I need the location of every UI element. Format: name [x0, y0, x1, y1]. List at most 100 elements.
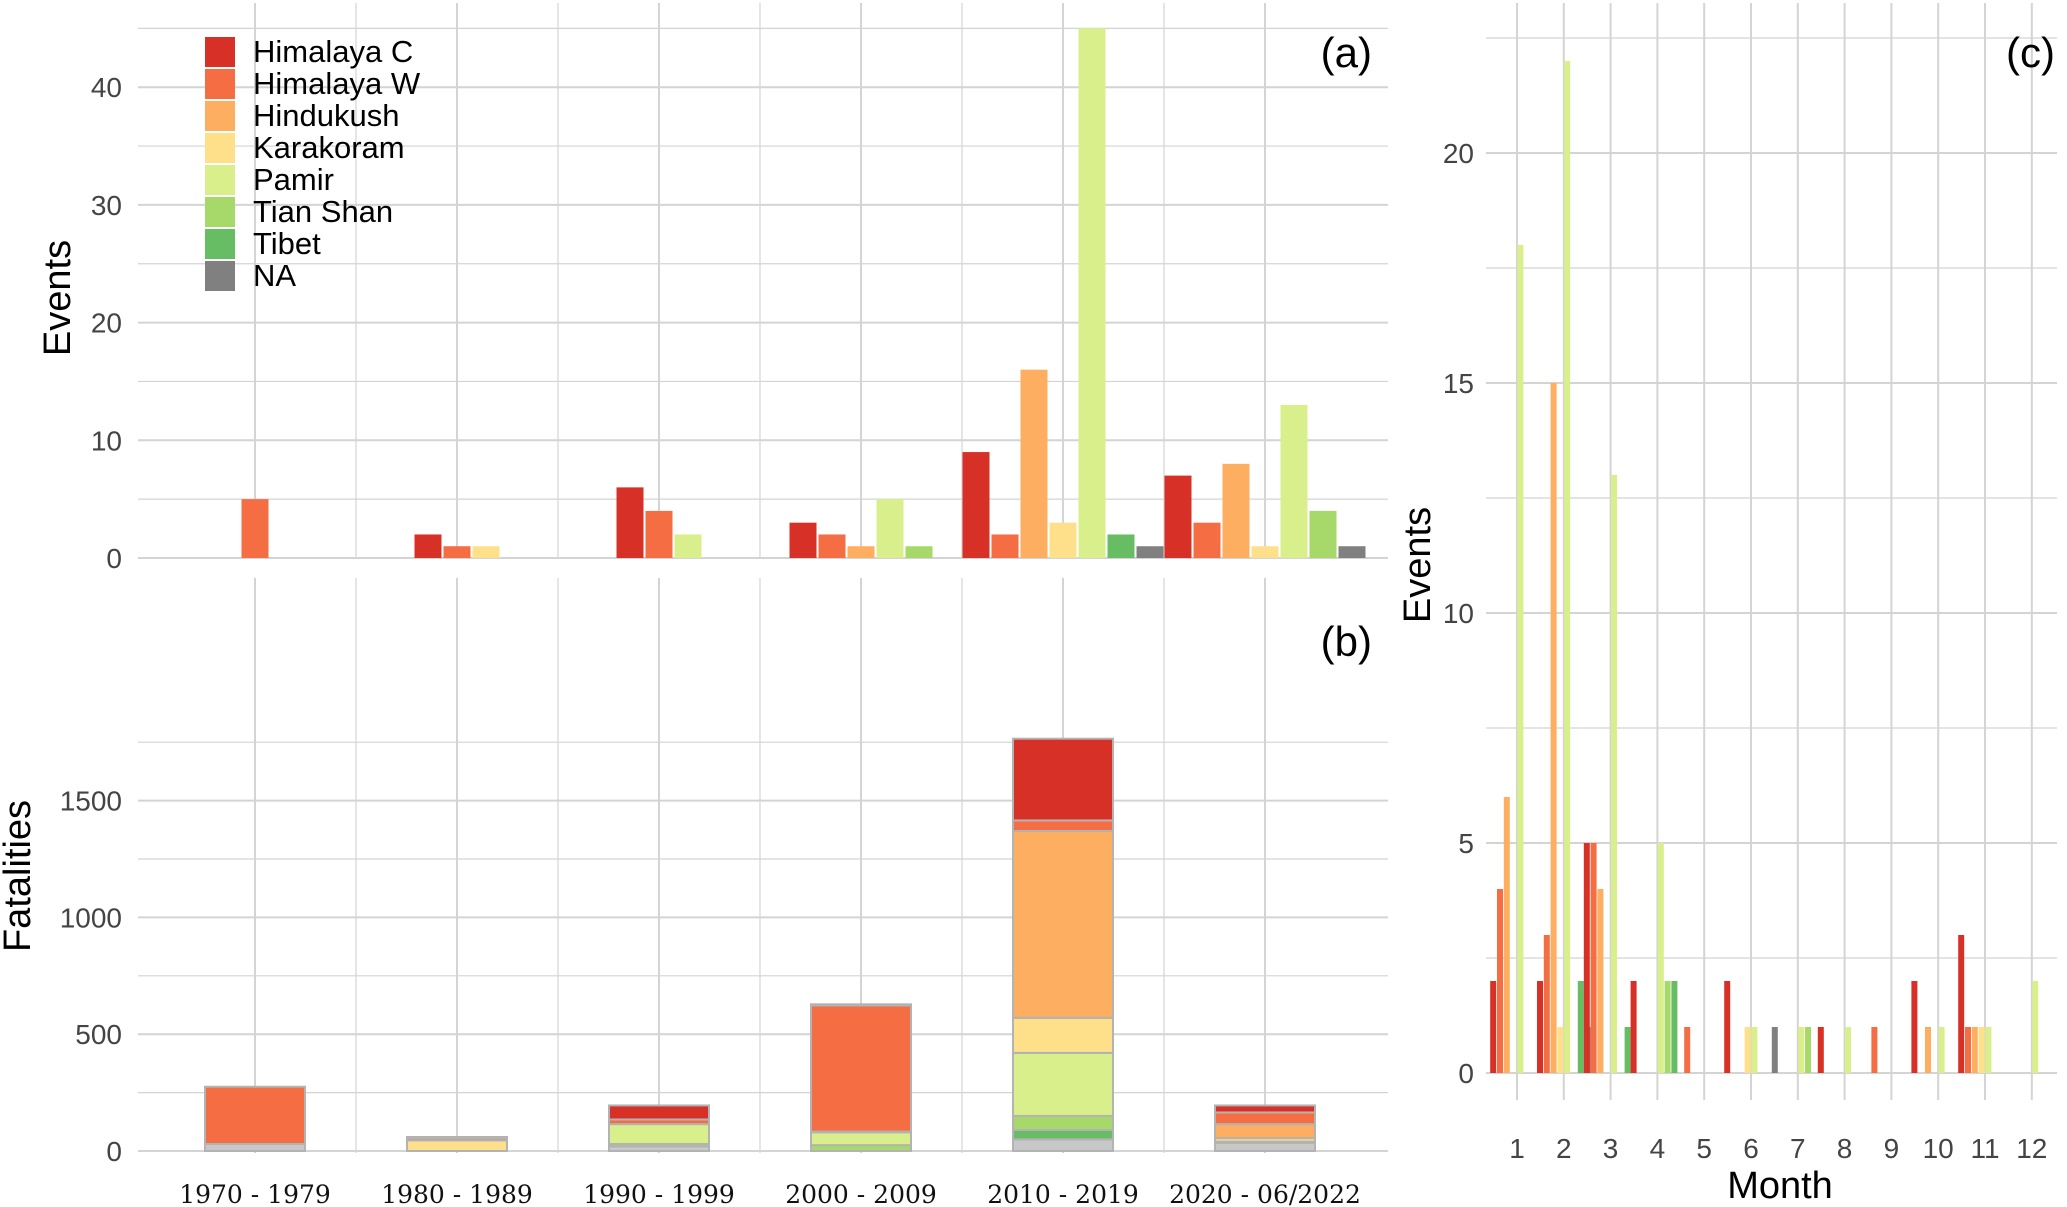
- x-tick-label: 12: [2016, 1133, 2047, 1164]
- bar-tian-shan-month-4: [1664, 981, 1671, 1073]
- bar-hindukush-month-2: [1550, 383, 1557, 1073]
- bar-pamir-month-4: [1657, 843, 1664, 1073]
- panel-c-y-tick-labels: 0 5 10 15 20: [1443, 138, 1474, 1089]
- bar-himalaya-c-1990-1999: [616, 487, 644, 558]
- x-tick-label: 1970 - 1979: [179, 1180, 331, 1207]
- bar-pamir-month-3: [1611, 475, 1617, 1073]
- legend-key-hindukush: [205, 101, 235, 131]
- stack-na-2010-2019: [1012, 1138, 1114, 1152]
- panel-a-y-tick-labels: 0 10 20 30 40: [91, 72, 122, 574]
- bar-himalaya-w-1990-1999: [645, 510, 673, 558]
- bar-hindukush-month-1: [1503, 797, 1510, 1073]
- bar-himalaya-c-month-3: [1583, 843, 1590, 1073]
- y-tick-label: 5: [1458, 828, 1474, 859]
- stack-himalaya-c-1980-1989: [406, 1135, 508, 1140]
- bar-himalaya-w-1980-1989: [443, 546, 471, 558]
- bar-tibet-month-2: [1577, 981, 1584, 1073]
- bar-himalaya-w-2020-06-2022: [1193, 522, 1221, 558]
- bar-hindukush-month-11: [1971, 1027, 1978, 1073]
- stack-pamir-2010-2019: [1012, 1051, 1114, 1117]
- stack-himalaya-c-1990-1999: [608, 1104, 710, 1121]
- panel-c-x-tick-labels: 1 2 3 4 5 6 7 8 9 10 11 12: [1509, 1133, 2047, 1164]
- bar-hindukush-2000-2009: [847, 546, 875, 558]
- legend-key-himalaya-c: [205, 37, 235, 67]
- bar-pamir-month-11: [1985, 1027, 1992, 1073]
- bar-tian-shan-2000-2009: [905, 546, 933, 558]
- stack-karakoram-1980-1989: [406, 1139, 508, 1153]
- bar-pamir-month-1: [1517, 245, 1524, 1073]
- panel-b-fatalities-by-decade: 0 500 1000 1500 1970 - 1979 1980 - 1989 1990 …: [0, 578, 1388, 1207]
- legend-key-pamir: [205, 165, 235, 195]
- bar-tian-shan-2020-06-2022: [1309, 510, 1337, 558]
- y-tick-label: 20: [91, 308, 122, 339]
- bar-himalaya-w-month-3: [1590, 843, 1597, 1073]
- y-tick-label: 30: [91, 190, 122, 221]
- legend-label-pamir: Pamir: [253, 162, 334, 197]
- stack-na-1970-1979: [204, 1142, 306, 1152]
- bar-pamir-month-12: [2032, 981, 2039, 1073]
- bar-himalaya-c-1980-1989: [414, 534, 442, 558]
- x-tick-label: 1990 - 1999: [583, 1180, 735, 1207]
- bar-karakoram-month-2: [1557, 1027, 1564, 1073]
- x-tick-label: 2000 - 2009: [785, 1180, 937, 1207]
- panel-b-grid: [138, 578, 1388, 1153]
- legend-key-tian-shan: [205, 197, 235, 227]
- legend-key-himalaya-w: [205, 69, 235, 99]
- legend-key-na: [205, 261, 235, 291]
- y-tick-label: 0: [106, 543, 122, 574]
- bar-pamir-month-2: [1564, 61, 1571, 1073]
- legend-label-tian-shan: Tian Shan: [253, 194, 393, 229]
- bar-himalaya-w-2000-2009: [818, 534, 846, 558]
- stack-pamir-1990-1999: [608, 1123, 710, 1145]
- x-tick-label: 5: [1696, 1133, 1712, 1164]
- bar-himalaya-c-2020-06-2022: [1164, 475, 1192, 558]
- bar-himalaya-c-month-1: [1490, 981, 1497, 1073]
- bar-pamir-month-8: [1845, 1027, 1851, 1073]
- bar-pamir-2020-06-2022: [1280, 404, 1308, 558]
- bar-pamir-month-10: [1938, 1027, 1945, 1073]
- y-tick-label: 10: [1443, 598, 1474, 629]
- stack-himalaya-w-2020-06-2022: [1214, 1111, 1316, 1126]
- bar-karakoram-1980-1989: [472, 546, 500, 558]
- stack-himalaya-w-2010-2019: [1012, 819, 1114, 832]
- x-tick-label: 9: [1884, 1133, 1900, 1164]
- legend-label-hindukush: Hindukush: [253, 98, 399, 133]
- bar-himalaya-w-month-11: [1965, 1027, 1971, 1073]
- stack-himalaya-c-2000-2009: [810, 1003, 912, 1007]
- bar-karakoram-month-11: [1978, 1027, 1985, 1073]
- bar-hindukush-month-3: [1597, 889, 1604, 1073]
- stack-tian-shan-2010-2019: [1012, 1114, 1114, 1131]
- x-tick-label: 6: [1743, 1133, 1759, 1164]
- bar-pamir-2000-2009: [876, 499, 904, 558]
- y-tick-label: 0: [106, 1136, 122, 1167]
- bar-karakoram-month-6: [1744, 1027, 1751, 1073]
- bar-tibet-month-3: [1624, 1027, 1631, 1073]
- bar-karakoram-2010-2019: [1049, 522, 1077, 558]
- bar-himalaya-c-month-2: [1537, 981, 1543, 1073]
- bar-himalaya-w-1970-1979: [241, 499, 269, 558]
- x-tick-label: 7: [1790, 1133, 1806, 1164]
- bar-himalaya-c-2010-2019: [962, 452, 990, 558]
- panel-c-y-axis-title: Events: [1397, 507, 1439, 623]
- x-tick-label: 1980 - 1989: [381, 1180, 533, 1207]
- panel-b-bars: [204, 737, 1316, 1153]
- x-tick-label: 1: [1509, 1133, 1525, 1164]
- y-tick-label: 1500: [60, 786, 122, 817]
- x-tick-label: 2010 - 2019: [987, 1180, 1139, 1207]
- legend-key-karakoram: [205, 133, 235, 163]
- bar-himalaya-c-month-6: [1724, 981, 1731, 1073]
- bar-tibet-month-4: [1671, 981, 1678, 1073]
- y-tick-label: 20: [1443, 138, 1474, 169]
- bar-pamir-month-7: [1798, 1027, 1805, 1073]
- stack-karakoram-2010-2019: [1012, 1016, 1114, 1054]
- legend-label-himalaya-w: Himalaya W: [253, 66, 421, 101]
- panel-b-y-axis-title: Fatalities: [0, 800, 39, 952]
- bar-himalaya-c-month-11: [1958, 935, 1965, 1073]
- y-tick-label: 1000: [60, 902, 122, 933]
- x-tick-label: 2020 - 06/2022: [1169, 1180, 1361, 1207]
- x-tick-label: 8: [1837, 1133, 1853, 1164]
- stack-na-2020-06-2022: [1214, 1141, 1316, 1152]
- stack-hindukush-2010-2019: [1012, 829, 1114, 1019]
- bar-na-month-6: [1771, 1027, 1778, 1073]
